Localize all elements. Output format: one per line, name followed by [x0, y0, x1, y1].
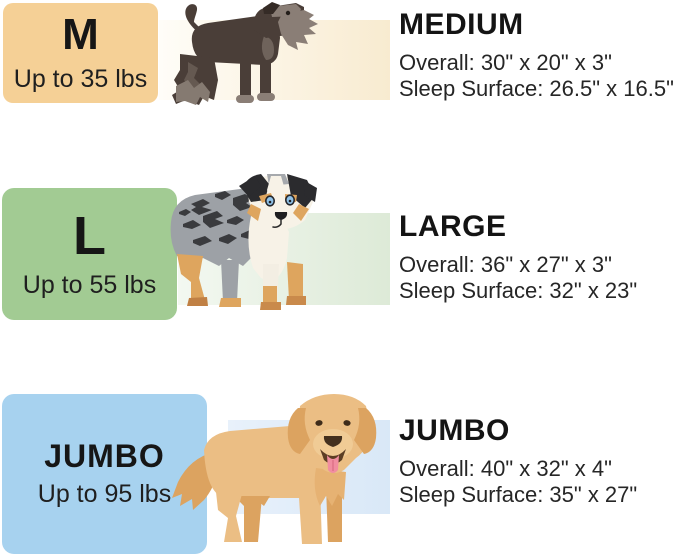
size-badge-jumbo: JUMBO Up to 95 lbs [2, 394, 207, 554]
size-badge-medium: M Up to 35 lbs [3, 3, 158, 103]
size-details-large: LARGE Overall: 36" x 27" x 3" Sleep Surf… [399, 210, 637, 304]
overall-dimensions-jumbo: Overall: 40" x 32" x 4" [399, 456, 612, 481]
size-letter-large: L [73, 205, 106, 266]
size-badge-large: L Up to 55 lbs [2, 188, 177, 320]
size-letter-jumbo: JUMBO [44, 437, 165, 474]
size-title-jumbo: JUMBO [399, 414, 510, 447]
weight-limit-medium: Up to 35 lbs [13, 64, 148, 93]
australian-shepherd-illustration [170, 174, 317, 310]
miniature-schnauzer-illustration [172, 2, 318, 105]
size-details-medium: MEDIUM Overall: 30" x 20" x 3" Sleep Sur… [399, 8, 674, 102]
sleep-surface-medium: Sleep Surface: 26.5" x 16.5" [399, 76, 674, 101]
golden-retriever-illustration [172, 394, 377, 544]
sleep-surface-jumbo: Sleep Surface: 35" x 27" [399, 482, 638, 507]
weight-limit-jumbo: Up to 95 lbs [37, 479, 172, 508]
size-title-medium: MEDIUM [399, 8, 524, 41]
size-details-jumbo: JUMBO Overall: 40" x 32" x 4" Sleep Surf… [399, 414, 637, 508]
sleep-surface-large: Sleep Surface: 32" x 23" [399, 278, 638, 303]
size-title-large: LARGE [399, 210, 507, 243]
weight-limit-large: Up to 55 lbs [22, 270, 157, 299]
size-letter-medium: M [62, 9, 99, 59]
overall-dimensions-large: Overall: 36" x 27" x 3" [399, 252, 612, 277]
overall-dimensions-medium: Overall: 30" x 20" x 3" [399, 50, 612, 75]
